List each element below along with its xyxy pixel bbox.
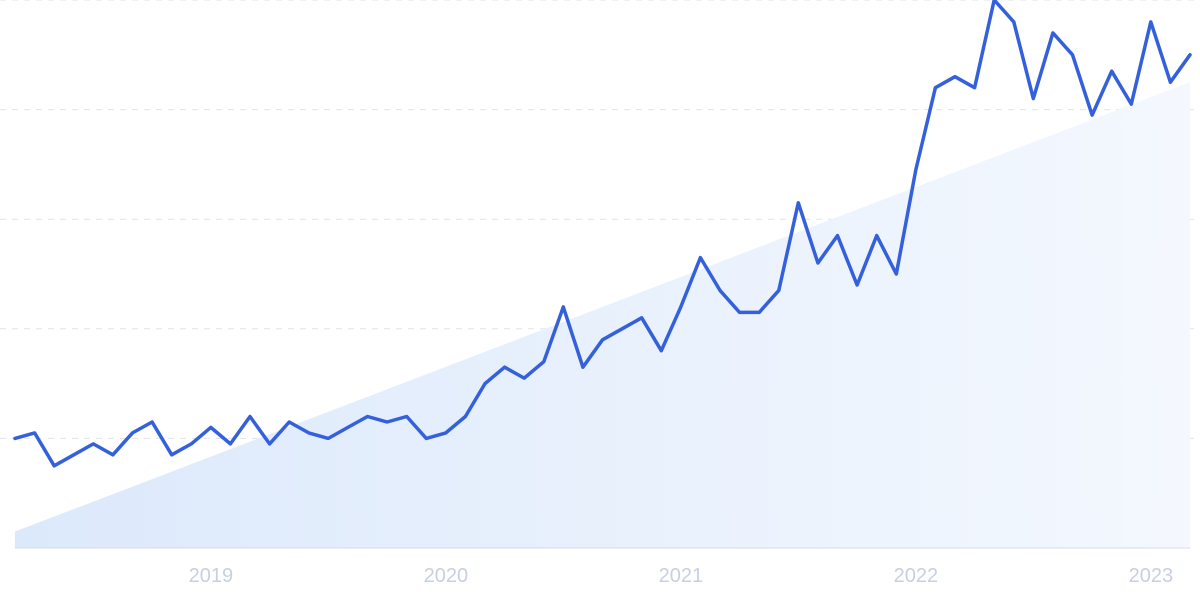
x-tick-label: 2019 [189,565,234,587]
x-tick-label: 2020 [424,565,469,587]
x-axis: 2019 2020 2021 2022 2023 [189,565,1174,587]
trend-area [15,82,1190,548]
x-tick-label: 2021 [659,565,704,587]
x-tick-label: 2022 [894,565,939,587]
trend-layer [15,82,1190,549]
series-line [13,0,1192,468]
series-layer [13,0,1192,468]
x-tick-label: 2023 [1129,565,1174,587]
